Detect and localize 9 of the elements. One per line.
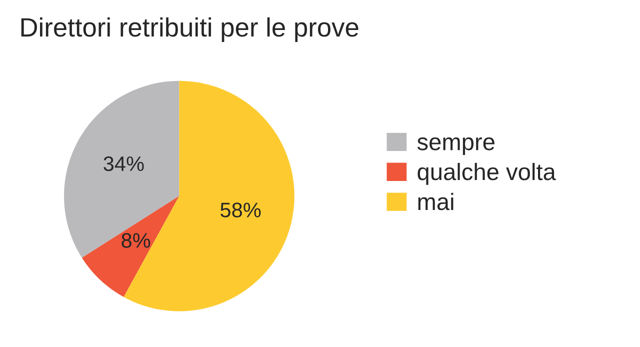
chart-title: Direttori retribuiti per le prove (21, 17, 358, 42)
data-label: 8% (122, 233, 150, 248)
legend-label: qualche volta (418, 162, 556, 185)
legend-label: mai (418, 192, 454, 210)
pie-slice (82, 196, 180, 298)
data-label: 58% (220, 202, 261, 218)
data-label: 34% (104, 156, 144, 172)
pie-slice (64, 80, 180, 258)
legend-label: sempre (417, 137, 494, 155)
